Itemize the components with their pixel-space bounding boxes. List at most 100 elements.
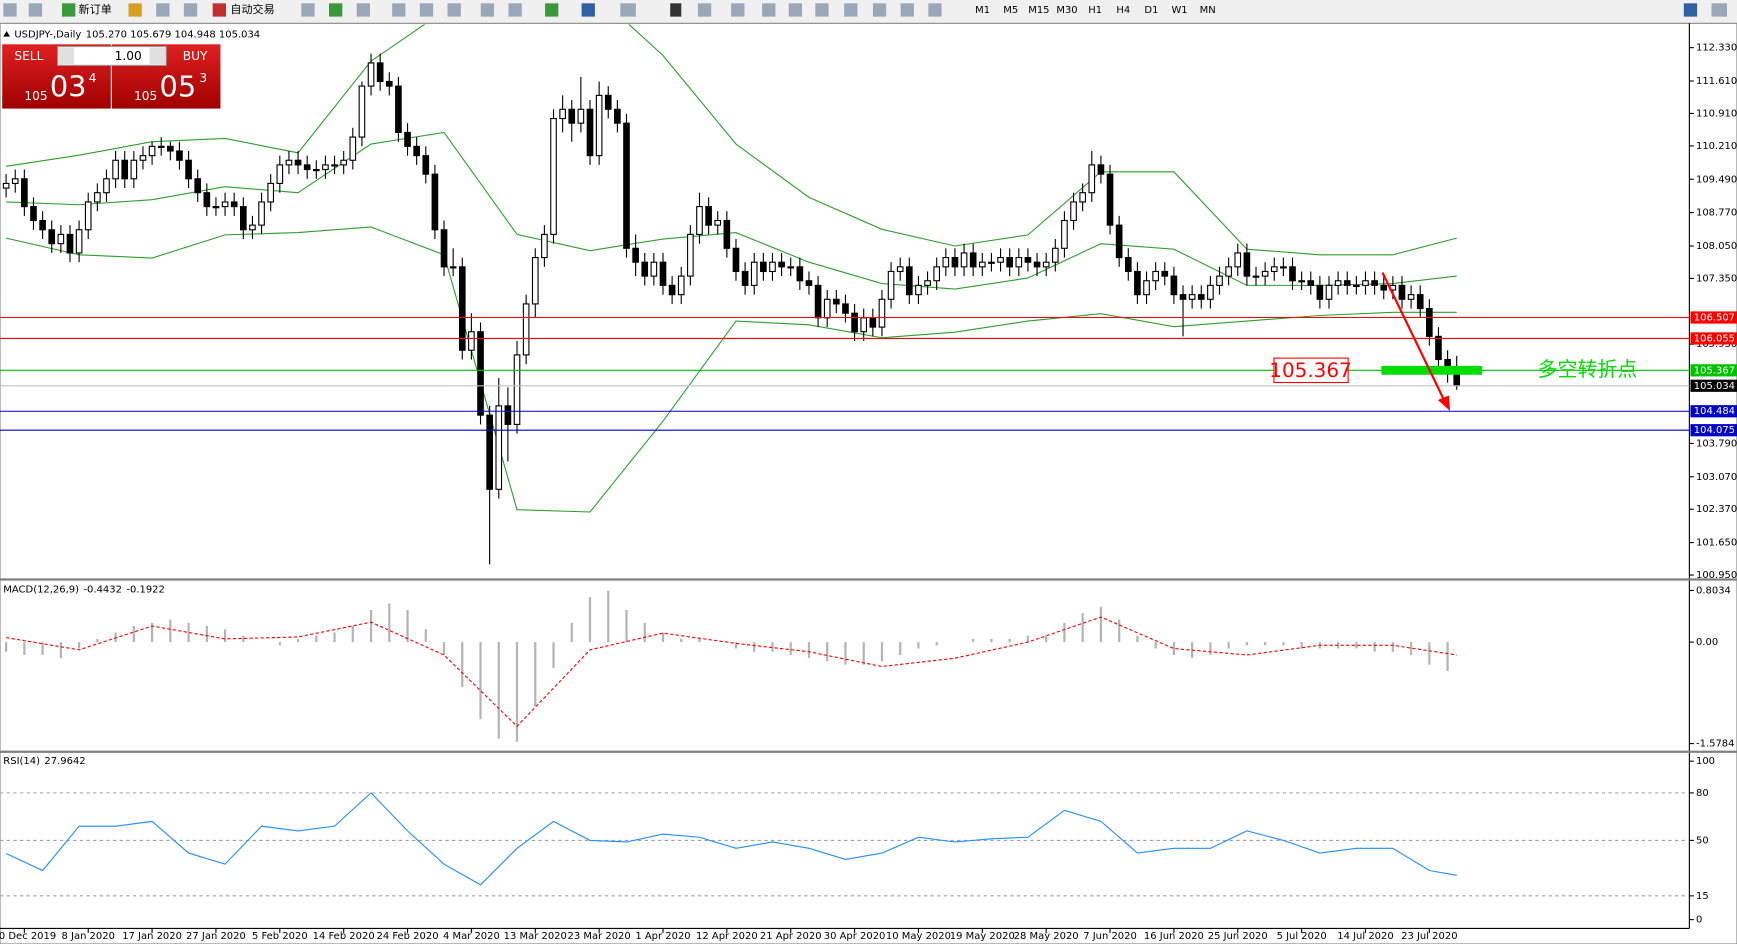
lots-input[interactable]: [57, 45, 167, 66]
candle-body: [1134, 270, 1141, 296]
price-level-tag: [1690, 311, 1737, 324]
timeframe-button[interactable]: MN: [1200, 5, 1216, 16]
candle-body: [413, 145, 420, 157]
candle-body: [550, 117, 557, 235]
icon[interactable]: [329, 3, 343, 17]
icon[interactable]: [447, 3, 461, 17]
icon[interactable]: [545, 3, 559, 17]
candle-body: [896, 266, 904, 273]
candle-body: [1362, 280, 1369, 286]
candle-body: [997, 257, 1004, 263]
candle-body: [796, 266, 804, 282]
y-tick-label: 112.330: [1696, 43, 1737, 54]
icon[interactable]: [1683, 3, 1698, 17]
icon[interactable]: [731, 3, 745, 17]
icon[interactable]: [301, 3, 315, 17]
timeframe-button[interactable]: M30: [1056, 5, 1077, 16]
x-tick-label: 23 Mar 2020: [568, 931, 631, 942]
new-order-button[interactable]: 新订单: [79, 2, 112, 16]
trend-arrowhead: [1437, 395, 1451, 412]
icon[interactable]: [508, 3, 522, 17]
x-tick-label: 14 Jul 2020: [1337, 931, 1393, 942]
timeframe-button[interactable]: W1: [1171, 5, 1187, 16]
candle-body: [1088, 164, 1096, 194]
icon[interactable]: [844, 3, 858, 17]
icon[interactable]: [1711, 3, 1728, 17]
auto-trading-button[interactable]: 自动交易: [230, 2, 274, 16]
candle-body: [750, 261, 758, 286]
rsi-pane: [0, 792, 1690, 897]
candle-body: [185, 159, 192, 180]
icon[interactable]: [872, 3, 887, 17]
timeframe-button[interactable]: H1: [1088, 5, 1102, 16]
icon[interactable]: [419, 3, 434, 17]
candle-body: [130, 159, 138, 180]
candle-body: [614, 108, 621, 124]
icon[interactable]: [128, 3, 142, 17]
candle-body: [814, 284, 822, 319]
timeframe-button[interactable]: D1: [1144, 5, 1158, 16]
icon[interactable]: [183, 3, 198, 17]
turning-point-label: 多空转折点: [1538, 357, 1638, 381]
lots-down[interactable]: [58, 47, 75, 65]
indicator-name: RSI(14): [3, 756, 40, 767]
timeframe-button[interactable]: M1: [975, 5, 990, 16]
candle-body: [705, 206, 712, 226]
chart-window: [0, 22, 1737, 944]
icon[interactable]: [62, 3, 76, 17]
icon[interactable]: [212, 3, 226, 17]
price-level-label: 104.484: [1694, 406, 1735, 417]
candle-body: [668, 284, 676, 296]
x-tick-label: 1 Apr 2020: [635, 931, 690, 942]
lots-up[interactable]: [149, 47, 166, 65]
candle-body: [604, 94, 612, 110]
timeframe-button[interactable]: M5: [1003, 5, 1018, 16]
candle-body: [121, 159, 129, 180]
x-tick-label: 12 Apr 2020: [696, 931, 758, 942]
icon[interactable]: [697, 3, 712, 17]
candle-body: [458, 266, 466, 351]
icon[interactable]: [28, 3, 43, 17]
x-tick-label: 27 Jan 2020: [186, 931, 246, 942]
candle-body: [212, 206, 220, 209]
price-level-tag: [1690, 379, 1737, 392]
icon[interactable]: [356, 3, 370, 17]
x-tick-label: 7 Jun 2020: [1083, 931, 1137, 942]
level-callout-box: [1273, 357, 1349, 384]
icon[interactable]: [392, 3, 406, 17]
buy-button[interactable]: BUY: [183, 49, 208, 63]
trend-arrow: [1381, 272, 1446, 402]
timeframe-button[interactable]: H4: [1116, 5, 1130, 16]
candle-body: [1097, 164, 1105, 175]
icon[interactable]: [156, 3, 170, 17]
icon[interactable]: [928, 3, 942, 17]
icon[interactable]: [620, 3, 636, 17]
sell-button[interactable]: SELL: [14, 49, 43, 63]
x-tick-label: 5 Feb 2020: [252, 931, 308, 942]
candle-body: [1234, 252, 1242, 268]
indicator-reading: -0.1922: [126, 584, 164, 595]
icon[interactable]: [3, 3, 17, 17]
buy-price-point: 3: [199, 71, 207, 85]
level-callout: 105.367: [1269, 358, 1351, 382]
candle-body: [276, 164, 284, 184]
icon[interactable]: [581, 3, 595, 17]
icon[interactable]: [762, 3, 776, 17]
candle-body: [595, 94, 603, 157]
candle-body: [303, 164, 311, 171]
y-tick-label: 105.930: [1696, 339, 1737, 350]
candle-body: [1325, 284, 1333, 300]
x-tick-label: 24 Feb 2020: [377, 931, 439, 942]
icon[interactable]: [788, 3, 803, 17]
macd-pane: [5, 590, 1457, 742]
icon[interactable]: [815, 3, 829, 17]
icon[interactable]: [900, 3, 914, 17]
x-tick-label: 17 Jan 2020: [122, 931, 182, 942]
icon[interactable]: [670, 3, 682, 17]
icon[interactable]: [480, 3, 495, 17]
timeframe-button[interactable]: M15: [1028, 5, 1049, 16]
candle-body: [340, 159, 347, 166]
y-tick-label: 0: [1696, 915, 1702, 926]
candle-body: [915, 284, 922, 296]
